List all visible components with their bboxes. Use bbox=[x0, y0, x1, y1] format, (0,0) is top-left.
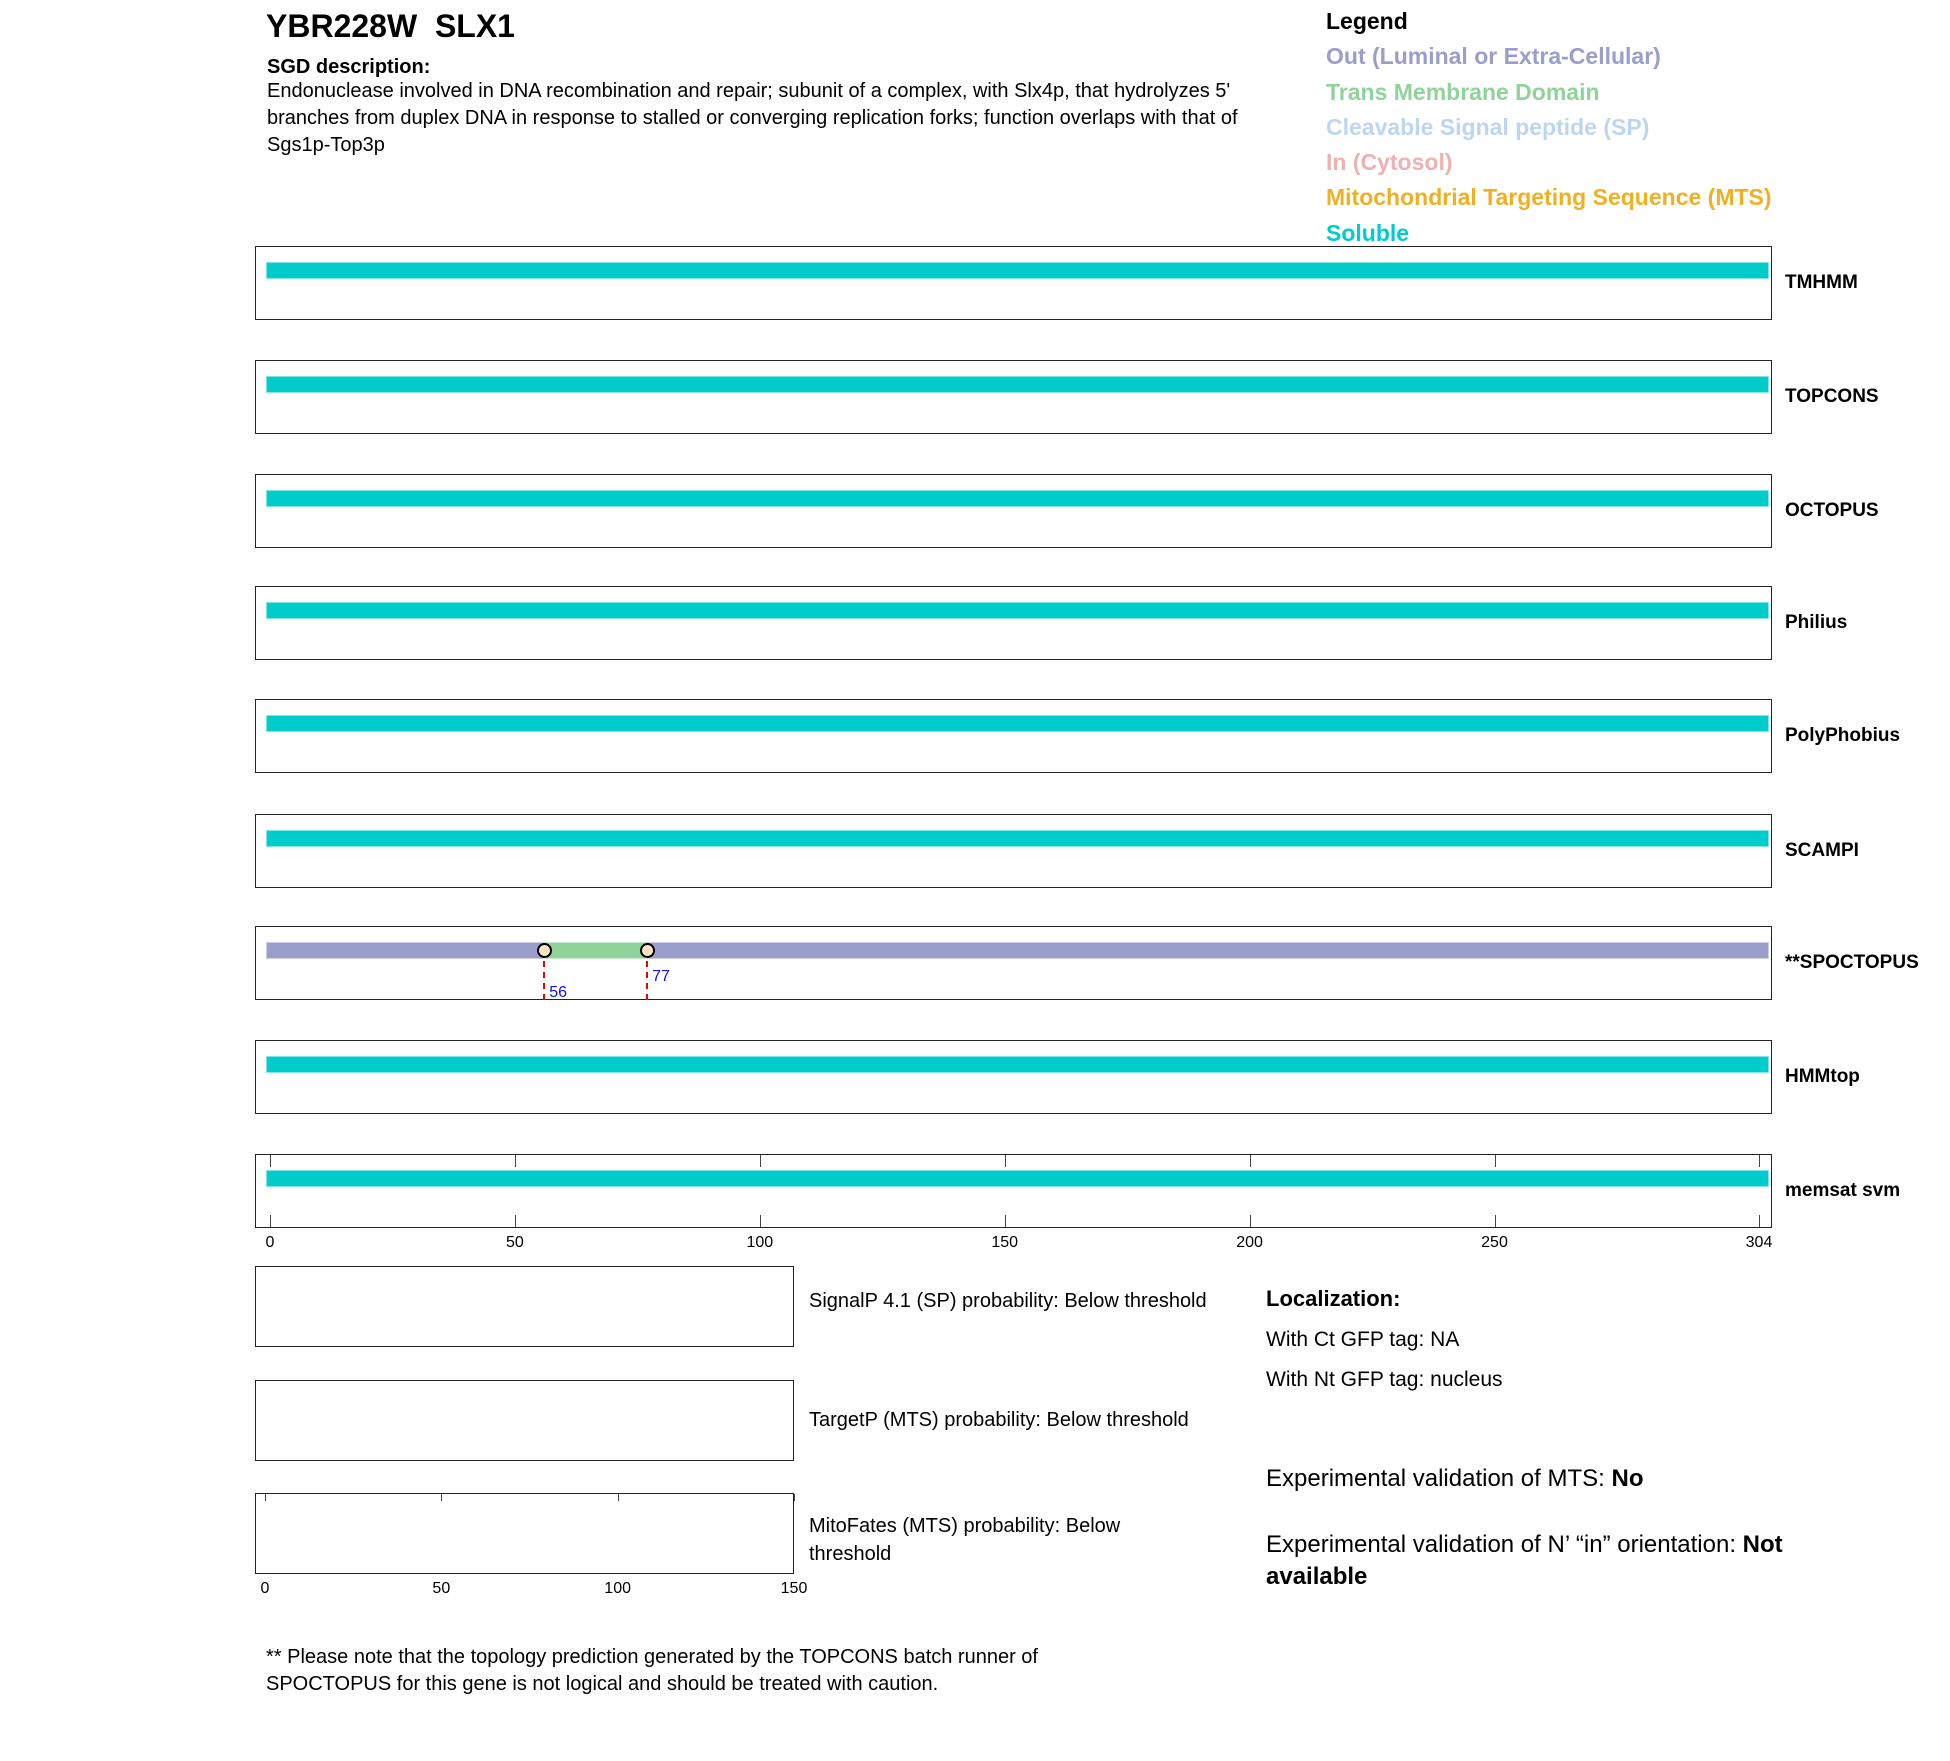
track-topcons bbox=[255, 360, 1772, 434]
track-label: SCAMPI bbox=[1785, 840, 1859, 861]
legend-out: Out (Luminal or Extra-Cellular) bbox=[1326, 43, 1661, 70]
signalp-text: SignalP 4.1 (SP) probability: Below thre… bbox=[809, 1290, 1207, 1312]
orientation-validation: Experimental validation of N’ “in” orien… bbox=[1266, 1529, 1806, 1593]
axis-tick bbox=[1759, 1215, 1760, 1227]
legend-soluble: Soluble bbox=[1326, 219, 1410, 246]
segment-soluble bbox=[266, 490, 1769, 507]
localization-title: Localization: bbox=[1266, 1286, 1401, 1311]
track-philius bbox=[255, 586, 1772, 660]
targetp-text: TargetP (MTS) probability: Below thresho… bbox=[809, 1409, 1189, 1431]
axis-tick bbox=[1494, 1155, 1496, 1167]
segment-soluble bbox=[266, 1170, 1769, 1187]
footnote: ** Please note that the topology predict… bbox=[266, 1646, 1038, 1695]
axis-tick-label: 50 bbox=[505, 1234, 524, 1251]
legend-mts: Mitochondrial Targeting Sequence (MTS) bbox=[1326, 184, 1772, 211]
axis-tick-label: 250 bbox=[1481, 1234, 1508, 1251]
small-axis-tick-label: 150 bbox=[780, 1580, 808, 1597]
small-axis-tick bbox=[617, 1494, 619, 1501]
axis-tick-label: 0 bbox=[265, 1234, 275, 1251]
marker-circle bbox=[537, 943, 553, 958]
small-axis-tick-label: 50 bbox=[432, 1580, 451, 1597]
legend-title: Legend bbox=[1326, 8, 1408, 34]
axis-tick bbox=[1249, 1215, 1251, 1227]
small-axis-tick bbox=[265, 1494, 266, 1501]
marker-line bbox=[646, 950, 649, 1000]
marker-circle bbox=[640, 943, 656, 958]
segment-out bbox=[266, 942, 545, 959]
axis-tick bbox=[514, 1155, 516, 1167]
track-polyphobius bbox=[255, 699, 1772, 773]
legend-tm: Trans Membrane Domain bbox=[1326, 78, 1600, 105]
track-label: TMHMM bbox=[1785, 272, 1858, 293]
segment-soluble bbox=[266, 1056, 1769, 1073]
small-axis-tick bbox=[794, 1494, 795, 1501]
signalp-plot bbox=[255, 1266, 794, 1347]
legend-sp: Cleavable Signal peptide (SP) bbox=[1326, 113, 1650, 140]
targetp-plot bbox=[255, 1380, 794, 1461]
track-octopus bbox=[255, 474, 1772, 548]
localization-ct: With Ct GFP tag: NA bbox=[1266, 1328, 1460, 1351]
description-label: SGD description: bbox=[267, 56, 431, 78]
mitofates-text: MitoFates (MTS) probability: Below thres… bbox=[809, 1515, 1121, 1565]
mts-validation: Experimental validation of MTS: No bbox=[1266, 1463, 1806, 1495]
marker-label: 56 bbox=[549, 984, 568, 1001]
segment-tm bbox=[544, 942, 648, 959]
mitofates-plot bbox=[255, 1493, 794, 1574]
mts-validation-label: Experimental validation of MTS: bbox=[1266, 1465, 1612, 1492]
axis-tick-label: 304 bbox=[1745, 1234, 1773, 1251]
axis-tick bbox=[759, 1215, 761, 1227]
track-spoctopus: 56 77 bbox=[255, 926, 1772, 1001]
track-tmhmm bbox=[255, 246, 1772, 320]
small-axis-tick bbox=[441, 1494, 443, 1501]
segment-soluble bbox=[266, 715, 1769, 732]
track-memsatsvm bbox=[255, 1154, 1772, 1228]
track-label: HMMtop bbox=[1785, 1066, 1860, 1087]
segment-soluble bbox=[266, 376, 1769, 393]
axis-tick bbox=[270, 1155, 271, 1167]
segment-out bbox=[647, 942, 1769, 959]
axis-tick-label: 150 bbox=[991, 1234, 1019, 1251]
description-text: Endonuclease involved in DNA recombinati… bbox=[267, 80, 1238, 156]
segment-soluble bbox=[266, 602, 1769, 619]
axis-tick bbox=[1004, 1155, 1006, 1167]
track-hmmtop bbox=[255, 1040, 1772, 1114]
track-label: Philius bbox=[1785, 612, 1848, 633]
axis-tick bbox=[270, 1215, 271, 1227]
track-label: **SPOCTOPUS bbox=[1785, 952, 1919, 973]
segment-soluble bbox=[266, 830, 1769, 847]
axis-tick-label: 200 bbox=[1236, 1234, 1263, 1251]
gene-title: YBR228W SLX1 bbox=[266, 8, 515, 44]
track-label: PolyPhobius bbox=[1785, 725, 1901, 746]
mts-validation-value: No bbox=[1611, 1465, 1644, 1492]
track-label: OCTOPUS bbox=[1785, 500, 1879, 521]
axis-tick bbox=[1759, 1155, 1760, 1167]
track-label: memsat svm bbox=[1785, 1180, 1901, 1201]
marker-line bbox=[543, 950, 546, 1000]
orientation-validation-value: Not available bbox=[1266, 1531, 1783, 1590]
axis-tick bbox=[1249, 1155, 1251, 1167]
axis-tick bbox=[514, 1215, 516, 1227]
track-label: TOPCONS bbox=[1785, 386, 1879, 407]
marker-label: 77 bbox=[652, 968, 670, 985]
localization-nt: With Nt GFP tag: nucleus bbox=[1266, 1368, 1503, 1391]
axis-tick-label: 100 bbox=[746, 1234, 774, 1251]
axis-tick bbox=[1494, 1215, 1496, 1227]
axis-tick bbox=[1004, 1215, 1006, 1227]
legend-in: In (Cytosol) bbox=[1326, 149, 1453, 176]
orientation-validation-label: Experimental validation of N’ “in” orien… bbox=[1266, 1531, 1743, 1558]
small-axis-tick-label: 100 bbox=[604, 1580, 632, 1597]
segment-soluble bbox=[266, 262, 1769, 279]
legend: Legend Out (Luminal or Extra-Cellular) T… bbox=[1326, 4, 1772, 251]
track-scampi bbox=[255, 814, 1772, 888]
axis-tick bbox=[759, 1155, 761, 1167]
small-axis-tick-label: 0 bbox=[260, 1580, 270, 1597]
